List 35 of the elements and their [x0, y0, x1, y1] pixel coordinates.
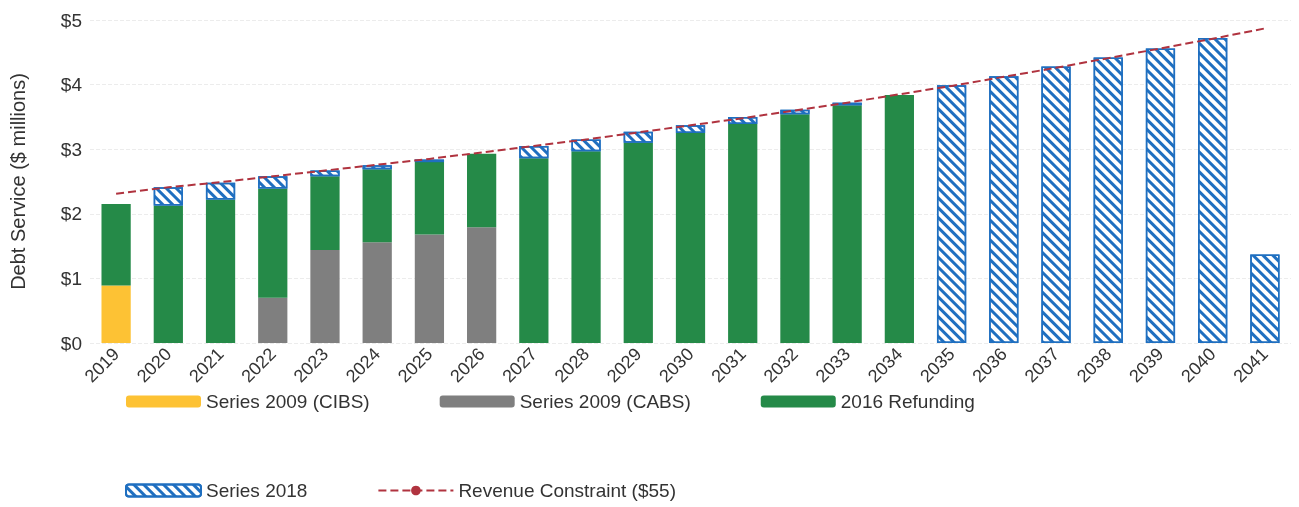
- bar: [780, 114, 810, 343]
- y-tick-label: $2: [60, 203, 82, 225]
- bar: [519, 158, 549, 343]
- bar: [258, 297, 288, 343]
- legend-label: Revenue Constraint ($55): [458, 480, 676, 501]
- y-tick-label: $5: [60, 9, 82, 31]
- legend-label: Series 2009 (CIBS): [206, 391, 370, 412]
- bar: [467, 153, 497, 228]
- bar: [205, 199, 236, 343]
- bar: [832, 105, 862, 343]
- bar: [467, 227, 497, 343]
- bar: [258, 188, 288, 298]
- bar: [884, 94, 914, 343]
- bar: [571, 151, 601, 343]
- bar: [310, 249, 340, 343]
- bar: [414, 162, 445, 235]
- y-axis-title: Debt Service ($ millions): [7, 73, 29, 290]
- bar: [675, 133, 706, 343]
- bar: [153, 205, 183, 343]
- bar: [101, 204, 131, 286]
- bar: [101, 285, 131, 343]
- legend-label: Series 2018: [206, 480, 308, 501]
- legend-label: Series 2009 (CABS): [519, 391, 691, 412]
- bar: [310, 176, 340, 250]
- legend-label: 2016 Refunding: [840, 391, 975, 412]
- bar: [362, 242, 392, 343]
- y-tick-label: $4: [60, 74, 83, 96]
- y-tick-label: $3: [60, 138, 82, 160]
- bar: [414, 234, 445, 343]
- line-series: [115, 27, 1266, 195]
- bar: [728, 124, 758, 343]
- bar: [623, 142, 653, 343]
- bar: [362, 169, 392, 243]
- y-tick-label: $0: [60, 332, 82, 354]
- y-tick-label: $1: [60, 267, 82, 289]
